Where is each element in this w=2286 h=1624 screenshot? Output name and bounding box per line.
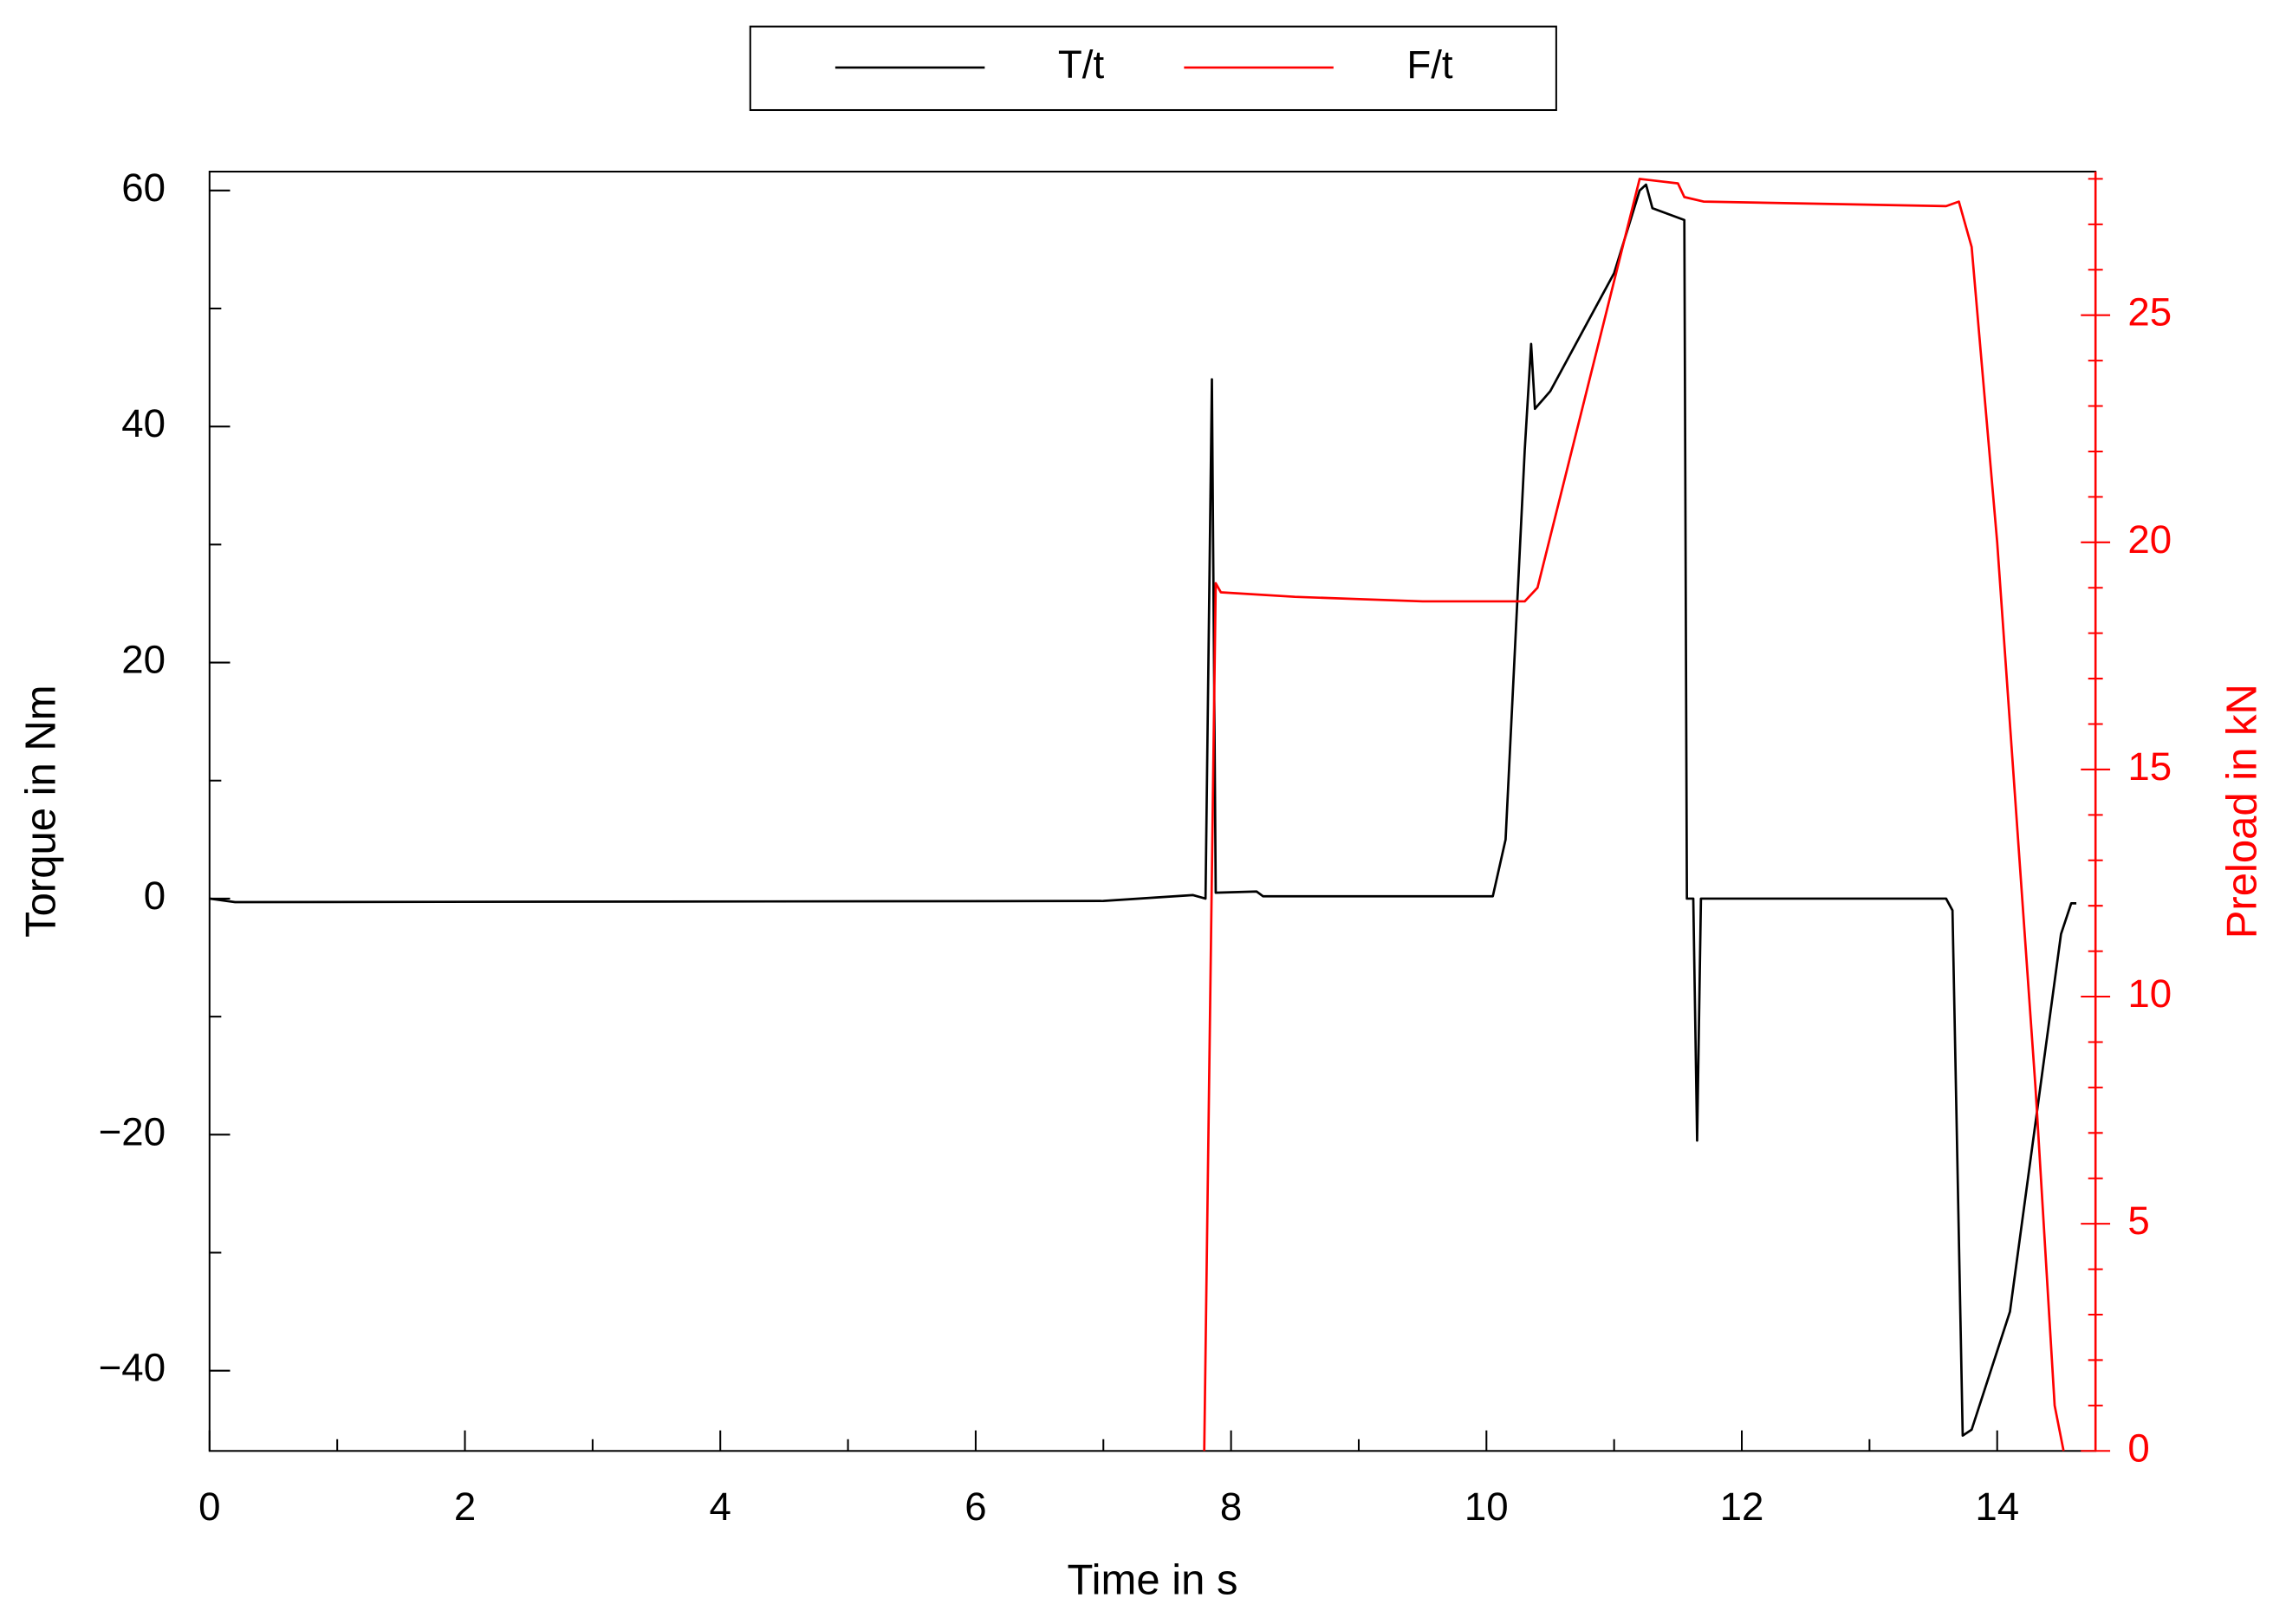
x-tick-label: 10 (1464, 1484, 1509, 1529)
y-tick-label: 60 (121, 166, 166, 210)
x-tick-label: 14 (1975, 1484, 2019, 1529)
y-tick-label: −20 (99, 1109, 166, 1153)
y-tick-label: 0 (144, 874, 166, 918)
x-tick-label: 4 (710, 1484, 731, 1529)
legend-label: F/t (1406, 42, 1453, 87)
y2-tick-label: 20 (2127, 517, 2172, 562)
y2-tick-label: 15 (2127, 744, 2172, 789)
y2-tick-label: 0 (2127, 1426, 2149, 1470)
legend-label: T/t (1058, 42, 1105, 87)
y2-tick-label: 25 (2127, 290, 2172, 335)
x-axis-label: Time in s (1067, 1556, 1237, 1603)
y-tick-label: −40 (99, 1346, 166, 1390)
y2-axis-label: Preload in kN (2219, 684, 2266, 939)
y-tick-label: 40 (121, 401, 166, 445)
x-tick-label: 0 (198, 1484, 220, 1529)
y-axis-label: Torque in Nm (18, 685, 65, 937)
plot-frame (208, 171, 2097, 1452)
x-tick-label: 8 (1220, 1484, 1242, 1529)
y2-tick-label: 5 (2127, 1199, 2149, 1243)
x-tick-label: 12 (1720, 1484, 1764, 1529)
data-line (1203, 178, 2065, 1452)
data-line (209, 183, 2077, 1437)
y2-tick-label: 10 (2127, 971, 2172, 1016)
x-tick-label: 2 (454, 1484, 476, 1529)
x-tick-label: 6 (964, 1484, 986, 1529)
y-tick-label: 20 (121, 638, 166, 682)
